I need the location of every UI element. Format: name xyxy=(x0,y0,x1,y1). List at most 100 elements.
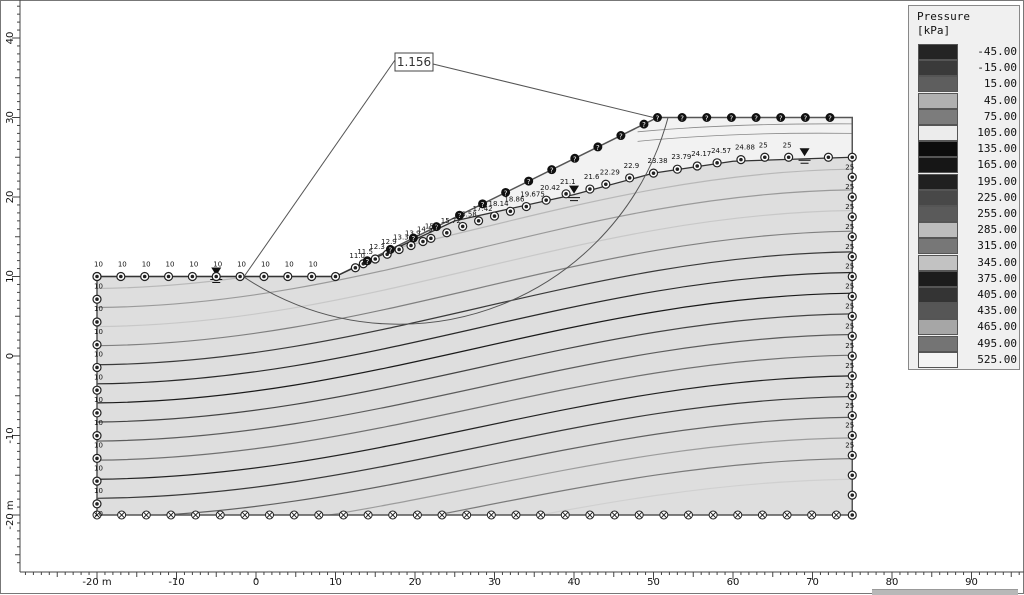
water-table-marker xyxy=(569,185,579,194)
head-label-slope: 25 xyxy=(783,141,792,149)
x-tick-label: -10 xyxy=(168,577,184,588)
head-label-right: 25 xyxy=(845,223,854,231)
head-label-right: 25 xyxy=(845,283,854,291)
node-nonflow xyxy=(340,511,347,519)
node-seepage-mark: ? xyxy=(388,246,392,254)
x-tick-label: 60 xyxy=(727,577,740,588)
contour-line xyxy=(97,292,853,404)
node-nonflow xyxy=(734,511,741,519)
legend-entry: 345.00 xyxy=(917,254,1017,271)
node-nonflow xyxy=(291,511,298,519)
callout-leader xyxy=(432,63,654,118)
node-seepage xyxy=(478,199,488,209)
node-seepage-mark: ? xyxy=(458,212,462,220)
node-seepage xyxy=(825,113,835,122)
legend-value: 495.00 xyxy=(977,336,1017,350)
factor-of-safety-value: 1.156 xyxy=(397,55,431,69)
node-nonflow xyxy=(118,511,125,519)
legend-swatch xyxy=(918,351,958,368)
contour-line xyxy=(97,354,853,461)
y-tick-label: -10 xyxy=(5,427,16,443)
node-nonflow xyxy=(611,511,618,519)
head-label-left: 10 xyxy=(94,396,103,404)
head-label-top: 10 xyxy=(213,261,222,269)
node-nonflow xyxy=(167,511,175,519)
x-tick-label: -20 m xyxy=(82,577,111,588)
node-head xyxy=(95,479,99,483)
legend-swatch xyxy=(918,238,958,255)
node-nonflow xyxy=(586,511,594,519)
node-nonflow xyxy=(833,511,840,519)
node-head xyxy=(627,176,632,180)
head-label-slope: 12.9 xyxy=(381,238,397,246)
head-label-top: 10 xyxy=(237,261,246,269)
head-label-top: 10 xyxy=(166,261,175,269)
legend-entry: 495.00 xyxy=(917,335,1017,352)
node-head xyxy=(850,314,855,319)
node-head xyxy=(353,265,358,270)
node-seepage-mark: ? xyxy=(527,178,531,186)
node-head xyxy=(476,219,481,223)
contour-line xyxy=(97,251,853,366)
node-head xyxy=(524,204,529,209)
y-tick-label: 0 xyxy=(5,353,16,359)
head-label-slope: 18.14 xyxy=(489,200,510,208)
node-seepage xyxy=(570,153,580,163)
node-head xyxy=(95,502,99,506)
node-head xyxy=(564,192,568,196)
head-label-right: 25 xyxy=(845,263,854,271)
y-tick-label: -20 m xyxy=(5,500,16,529)
legend-value: 135.00 xyxy=(977,142,1017,156)
legend-swatch xyxy=(918,287,958,303)
horizontal-scrollbar[interactable] xyxy=(872,589,1018,595)
head-labels: 10 10 10 10 10 10 10 10 10 10 10 10 10 10 10 10 10 10 10 10… xyxy=(94,141,854,518)
head-label-slope: 24.88 xyxy=(735,144,755,152)
node-nonflow xyxy=(808,511,815,519)
head-label-slope: 15.0 xyxy=(425,222,441,230)
node-head xyxy=(429,236,433,241)
node-head xyxy=(850,493,855,497)
node-nonflow xyxy=(685,511,692,519)
legend-entry: 525.00 xyxy=(917,351,1017,368)
node-head xyxy=(445,230,449,235)
water-table-marker xyxy=(799,148,810,157)
head-label-left: 10 xyxy=(94,487,103,495)
node-head xyxy=(142,274,147,279)
node-head xyxy=(409,243,413,248)
legend-swatch xyxy=(918,92,958,109)
pressure-legend[interactable]: Pressure [kPa] -45.00 -15.00 15.00 45.00 75.… xyxy=(908,5,1020,370)
head-label-slope: 13.9 xyxy=(405,229,421,237)
legend-value: 225.00 xyxy=(977,190,1017,204)
head-label-left: 10 xyxy=(94,283,103,291)
node-head xyxy=(95,456,99,461)
node-seepage xyxy=(524,176,534,186)
head-label-top: 10 xyxy=(261,261,270,269)
node-seepage xyxy=(593,142,603,152)
node-head xyxy=(850,175,855,179)
node-head xyxy=(95,411,99,415)
factor-of-safety-box[interactable] xyxy=(394,52,434,72)
node-head xyxy=(385,252,389,257)
node-nonflow xyxy=(562,511,569,519)
head-label-slope: 21.1 xyxy=(560,178,576,186)
node-seepage xyxy=(431,222,441,232)
head-label-slope: 16.58 xyxy=(457,210,477,218)
head-label-left: 10 xyxy=(94,373,103,381)
node-head xyxy=(286,274,290,279)
node-head xyxy=(850,294,855,299)
node-nonflow xyxy=(241,511,249,519)
legend-entry: 435.00 xyxy=(917,303,1017,320)
node-head xyxy=(850,513,855,517)
contour-line xyxy=(97,333,853,442)
legend-swatch xyxy=(918,125,958,141)
node-nonflow xyxy=(93,511,101,519)
head-label-left: 10 xyxy=(94,305,103,313)
legend-value: 75.00 xyxy=(983,109,1017,123)
legend-swatch xyxy=(918,189,958,206)
head-label-slope: 24.57 xyxy=(711,147,731,155)
legend-value: 405.00 xyxy=(977,288,1017,301)
node-seepage-mark: ? xyxy=(481,201,485,209)
node-nonflow xyxy=(537,511,544,519)
head-label-slope: 21.6 xyxy=(584,173,600,181)
